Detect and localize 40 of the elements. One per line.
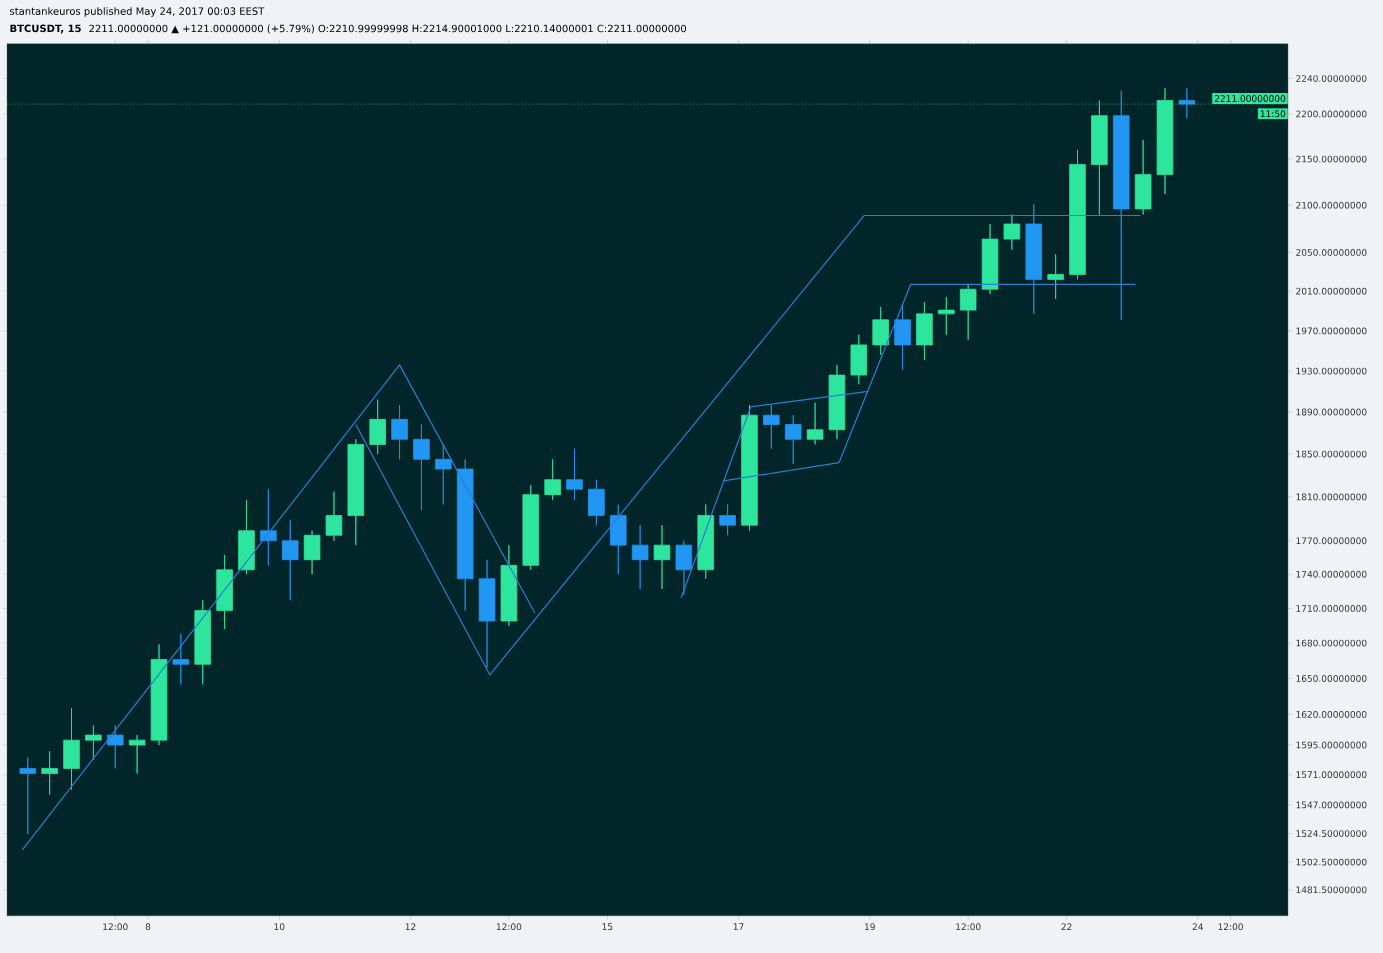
y-tick-label: 2010.00000000: [1296, 287, 1367, 295]
x-tick-label: 12:00: [1218, 923, 1243, 931]
y-tick-label: 1740.00000000: [1296, 570, 1367, 578]
y-tick-label: 1481.50000000: [1296, 886, 1367, 894]
x-tick-label: 12:00: [103, 923, 128, 931]
y-tick-label: 1850.00000000: [1296, 450, 1367, 458]
y-tick-label: 1810.00000000: [1296, 493, 1367, 501]
x-tick-label: 8: [145, 923, 151, 931]
y-tick-label: 1547.00000000: [1296, 801, 1367, 809]
x-tick-label: 12:00: [496, 923, 522, 931]
y-tick-label: 2150.00000000: [1296, 155, 1367, 163]
y-tick-label: 1970.00000000: [1296, 327, 1367, 335]
y-tick-label: 1502.50000000: [1296, 858, 1367, 866]
y-tick-label: 2100.00000000: [1296, 201, 1367, 209]
y-tick-label: 1524.50000000: [1296, 830, 1367, 837]
text: stantankeuros published May 24, 2017 00:03 EEST: [10, 7, 265, 17]
y-tick-label: 1710.00000000: [1296, 605, 1367, 612]
x-tick-label: 15: [602, 923, 613, 930]
y-tick-label: 2200.00000000: [1296, 110, 1367, 118]
y-tick-label: 1571.00000000: [1296, 771, 1367, 779]
x-tick-label: 22: [1061, 923, 1072, 930]
x-tick-label: 17: [733, 923, 744, 930]
y-tick-label: 2240.00000000: [1296, 75, 1367, 82]
annotation: 11:50: [1260, 110, 1286, 118]
x-tick-label: 24: [1192, 923, 1203, 930]
chart-subtitle: 2211.00000000 ▲ +121.00000000 (+5.79%) O:2210.99999998 H:2214.90001000 L:2210.14000001 C:2211.00000000: [89, 24, 687, 34]
chart-title: BTCUSDT, 15: [10, 24, 81, 34]
y-tick-label: 1620.00000000: [1296, 710, 1367, 718]
y-tick-label: 1650.00000000: [1296, 675, 1367, 682]
ref-line-label: 2211.00000000: [1214, 95, 1286, 102]
x-tick-label: 10: [274, 923, 285, 931]
x-tick-label: 12:00: [956, 923, 981, 931]
y-tick-label: 1890.00000000: [1296, 408, 1367, 416]
y-tick-label: 1595.00000000: [1296, 741, 1367, 749]
y-tick-label: 1930.00000000: [1296, 367, 1367, 375]
x-tick-label: 12: [405, 923, 416, 930]
y-tick-label: 2050.00000000: [1296, 249, 1367, 256]
y-tick-label: 1680.00000000: [1296, 639, 1367, 647]
x-tick-label: 19: [865, 923, 875, 931]
y-tick-label: 1770.00000000: [1296, 537, 1367, 545]
